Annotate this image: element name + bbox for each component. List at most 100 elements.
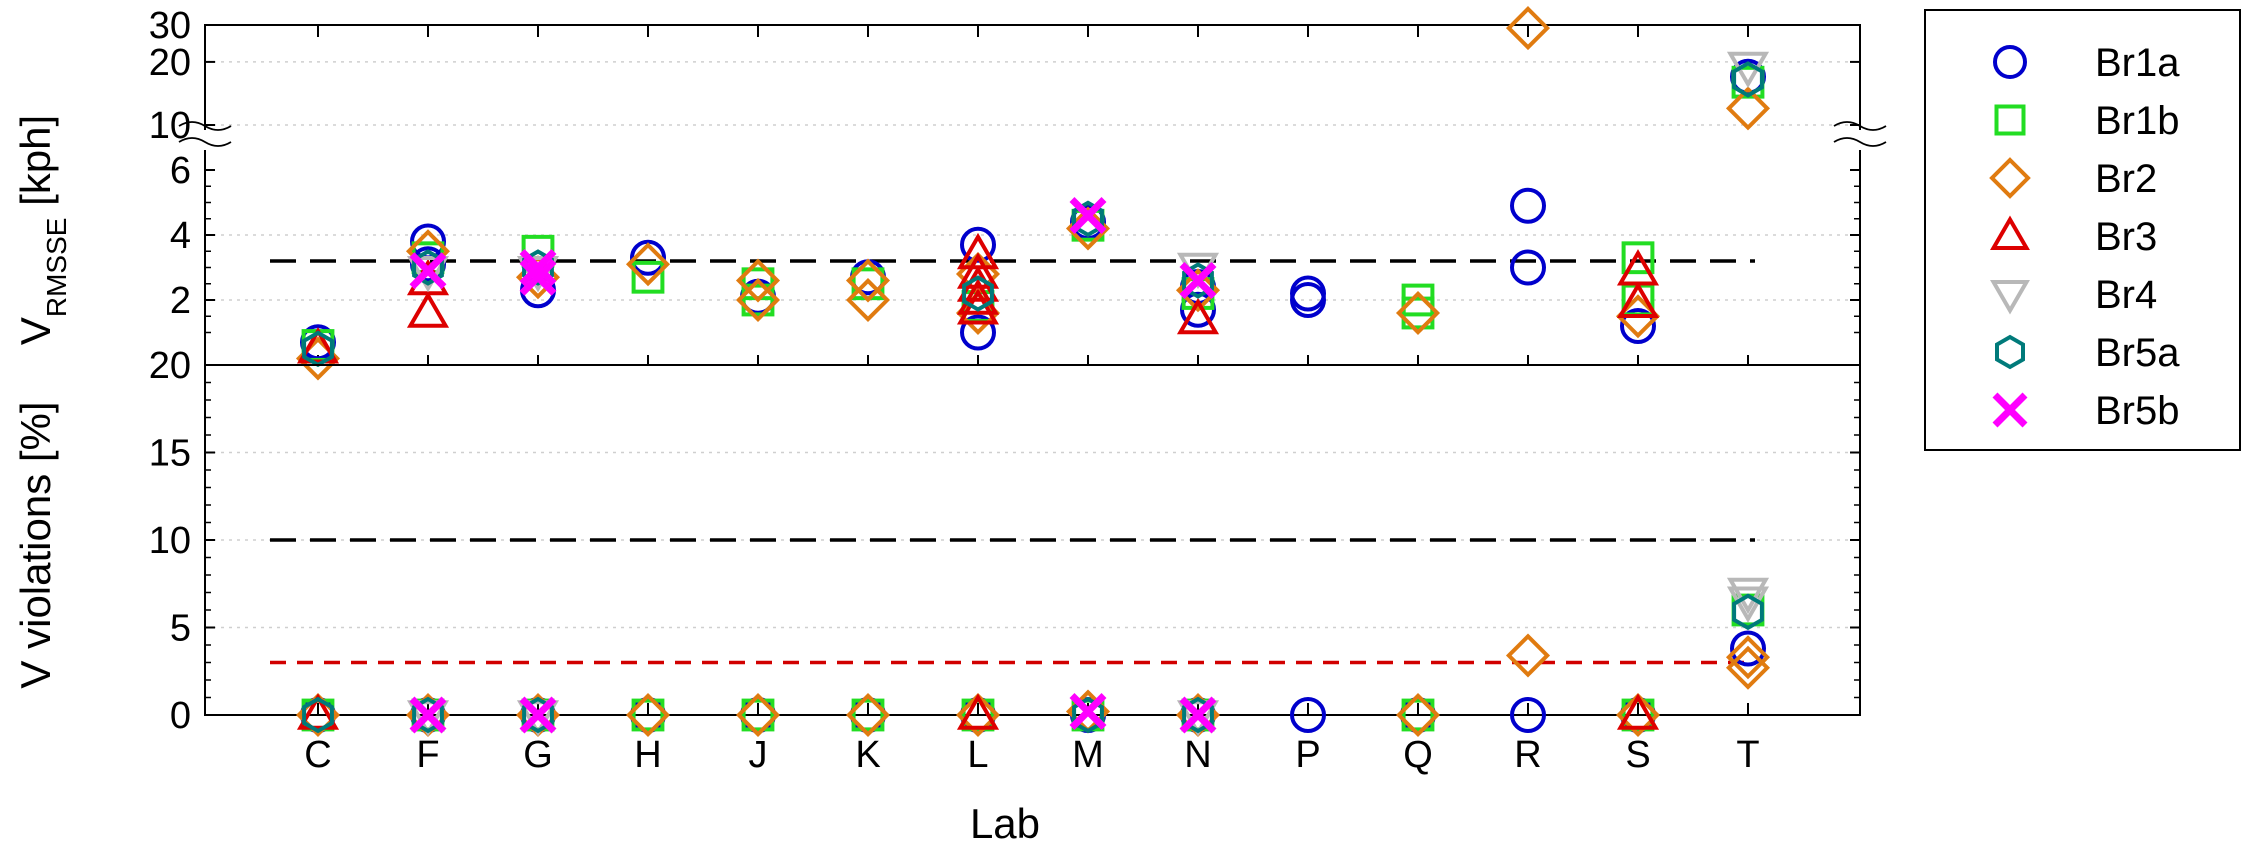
x-axis-title: Lab xyxy=(970,800,1040,847)
marker-br1b xyxy=(1401,296,1435,330)
marker-br1a xyxy=(960,226,996,263)
legend-label-br4: Br4 xyxy=(2095,273,2157,317)
marker-br2 xyxy=(1395,290,1441,336)
top-y-axis-title-unit: [kph] xyxy=(12,115,59,218)
legend-label-br1b: Br1b xyxy=(2095,99,2180,143)
marker-br3 xyxy=(956,288,1000,325)
marker-br5a xyxy=(1732,593,1764,631)
axis-break-gap xyxy=(191,130,219,150)
bottom-panel: 0 5 10 15 C F G H J K L M N P Q R S T xyxy=(149,364,1861,776)
legend-marker-br5a xyxy=(1995,334,2025,370)
marker-br2 xyxy=(955,692,1001,738)
marker-br5a xyxy=(1072,696,1104,734)
marker-br2 xyxy=(845,258,891,303)
marker-br5b xyxy=(409,252,447,290)
legend: Br1a Br1b Br2 Br3 Br4 Br5a Br5b xyxy=(1924,9,2241,451)
bottom-y-tick-label: 5 xyxy=(170,608,191,650)
legend-marker-br3 xyxy=(1990,215,2030,250)
marker-br3 xyxy=(1616,281,1660,319)
x-tick-label-C: C xyxy=(304,734,331,776)
x-tick-label-F: F xyxy=(416,734,439,776)
x-tick-label-N: N xyxy=(1184,734,1211,776)
marker-br1b xyxy=(1401,698,1435,732)
marker-br5b xyxy=(519,249,557,286)
bottom-y-axis-title: V violations [%] xyxy=(12,401,59,688)
marker-br3 xyxy=(956,693,1000,730)
marker-br5b xyxy=(1179,696,1217,734)
marker-br1a xyxy=(1620,308,1656,344)
marker-br2 xyxy=(735,277,781,323)
marker-br1b xyxy=(631,260,665,294)
marker-br5a xyxy=(962,275,994,312)
x-tick-label-R: R xyxy=(1514,734,1541,776)
marker-br4 xyxy=(1726,577,1770,615)
x-tick-label-P: P xyxy=(1295,734,1320,776)
marker-br1a xyxy=(960,314,996,351)
marker-br3 xyxy=(1616,693,1660,730)
x-tick-label-J: J xyxy=(749,734,768,776)
marker-br2 xyxy=(625,692,671,738)
legend-marker-br4 xyxy=(1990,280,2030,315)
marker-br3 xyxy=(956,278,1000,315)
axis-break-mark xyxy=(1833,137,1887,147)
legend-marker-br2 xyxy=(1989,157,2031,199)
marker-br5a xyxy=(1182,696,1214,734)
legend-label-br1a: Br1a xyxy=(2095,41,2180,85)
top-y-axis-title-sub: RMSSE xyxy=(41,218,72,318)
marker-br3 xyxy=(296,327,340,364)
marker-br4 xyxy=(406,255,450,293)
x-tick-label-L: L xyxy=(967,734,988,776)
top-y-tick-label: 2 xyxy=(170,280,191,322)
top-y-tick-label: 6 xyxy=(170,150,191,192)
marker-br5b xyxy=(519,696,557,734)
marker-br5b xyxy=(1179,262,1217,299)
marker-br1a xyxy=(1290,697,1326,733)
marker-br5b xyxy=(519,258,557,296)
top-y-bottom-tick-label: 20 xyxy=(149,345,191,387)
top-y-tick-label: 20 xyxy=(149,42,191,84)
legend-marker-br1b xyxy=(1994,104,2026,136)
marker-br1a xyxy=(1510,697,1546,733)
marker-br1a xyxy=(1290,282,1326,318)
x-tick-label-T: T xyxy=(1736,734,1759,776)
marker-br3 xyxy=(406,291,450,328)
legend-label-br3: Br3 xyxy=(2095,215,2157,259)
marker-br4 xyxy=(516,700,560,737)
marker-br1b xyxy=(851,698,885,732)
axis-break-gap xyxy=(1846,130,1874,150)
marker-br3 xyxy=(956,252,1000,289)
marker-br2 xyxy=(1505,6,1551,51)
marker-br5a xyxy=(302,696,334,734)
x-tick-label-H: H xyxy=(634,734,661,776)
marker-br2 xyxy=(1505,633,1551,678)
x-tick-label-M: M xyxy=(1072,734,1104,776)
legend-marker-br1a xyxy=(1993,45,2027,79)
marker-br3 xyxy=(296,693,340,730)
legend-label-br5a: Br5a xyxy=(2095,331,2180,375)
marker-br5b xyxy=(1069,197,1107,234)
legend-box xyxy=(1924,9,2241,451)
marker-br2 xyxy=(1615,692,1661,738)
legend-label-br2: Br2 xyxy=(2095,157,2157,201)
top-y-axis-title: VRMSSE [kph] xyxy=(12,115,72,345)
bottom-y-tick-label: 15 xyxy=(149,433,191,475)
marker-br1a xyxy=(630,239,666,276)
marker-br5a xyxy=(522,696,554,734)
marker-br1a xyxy=(1510,187,1546,224)
marker-br5b xyxy=(409,696,447,734)
marker-br4 xyxy=(1176,700,1220,737)
x-tick-label-S: S xyxy=(1625,734,1650,776)
top-y-axis-title-main: V xyxy=(12,317,59,345)
marker-br1b xyxy=(1621,241,1655,275)
marker-br2 xyxy=(735,692,781,738)
top-y-tick-label: 4 xyxy=(170,215,191,257)
marker-br4 xyxy=(406,700,450,737)
marker-br2 xyxy=(625,242,671,287)
marker-br2 xyxy=(1395,692,1441,738)
x-tick-label-G: G xyxy=(523,734,553,776)
marker-br1a xyxy=(1730,630,1766,667)
marker-br1a xyxy=(1510,249,1546,286)
x-tick-label-K: K xyxy=(855,734,880,776)
